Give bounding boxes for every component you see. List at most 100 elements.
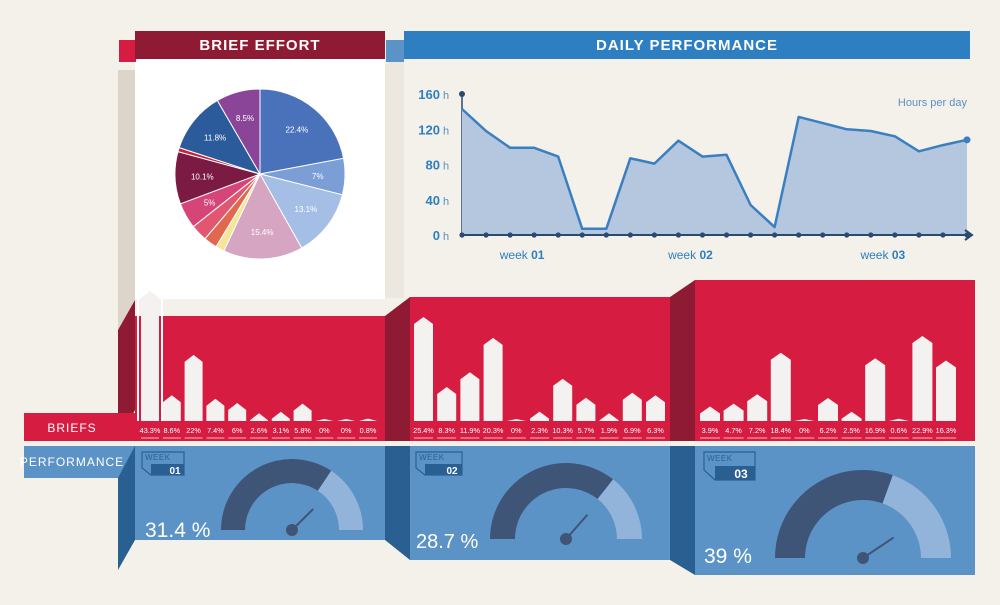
bar-value-label: 2.3% bbox=[531, 426, 548, 435]
gauge-arc-filled bbox=[221, 458, 332, 530]
bar-value-label: 0.8% bbox=[360, 426, 377, 435]
briefs-band-fold-left bbox=[118, 300, 135, 440]
hours-per-day-label: Hours per day bbox=[898, 97, 968, 109]
gauge-hub bbox=[286, 524, 298, 536]
brief-bar bbox=[162, 395, 181, 421]
x-axis-tick bbox=[579, 232, 585, 238]
brief-bar bbox=[359, 418, 377, 421]
week-02-tag: WEEK 02 bbox=[415, 451, 463, 477]
performance-band-fold-01 bbox=[385, 446, 410, 560]
brief-effort-ribbon-tab bbox=[119, 40, 136, 62]
bar-value-label: 0% bbox=[319, 426, 330, 435]
bar-value-label: 16.9% bbox=[865, 426, 886, 435]
brief-bar bbox=[184, 354, 203, 421]
pie-slice-label: 7% bbox=[312, 172, 324, 181]
x-axis-tick bbox=[507, 232, 513, 238]
y-axis-cap bbox=[459, 91, 465, 97]
bar-value-label: 43.3% bbox=[140, 426, 161, 435]
brief-bar bbox=[530, 411, 549, 421]
week-01-tag-label: WEEK bbox=[145, 453, 171, 462]
brief-bar bbox=[293, 403, 312, 421]
week-02-tag-label: WEEK bbox=[419, 453, 445, 462]
pie-slice-label: 15.4% bbox=[251, 228, 274, 237]
bar-value-label: 0% bbox=[511, 426, 522, 435]
week-axis-label: week 03 bbox=[859, 248, 905, 262]
x-axis-tick bbox=[747, 232, 754, 238]
briefs-row-tab bbox=[24, 413, 135, 441]
bar-value-label: 5.7% bbox=[578, 426, 595, 435]
briefs-band-fold-01 bbox=[385, 297, 410, 441]
week-02-tag-number: 02 bbox=[446, 466, 458, 477]
bar-value-label: 6.3% bbox=[647, 426, 664, 435]
pie-slice-label: 11.8% bbox=[204, 134, 226, 143]
brief-bar bbox=[437, 387, 457, 421]
x-axis-tick bbox=[555, 232, 561, 238]
gauge-arc-filled bbox=[490, 463, 614, 539]
y-tick-label: 160 bbox=[418, 87, 440, 102]
bar-value-label: 6.9% bbox=[624, 426, 641, 435]
brief-bar bbox=[723, 403, 744, 421]
x-axis-tick bbox=[796, 232, 802, 238]
bar-value-label: 7.4% bbox=[207, 426, 224, 435]
series-end-point bbox=[963, 136, 971, 144]
brief-bar bbox=[271, 411, 290, 421]
brief-bar bbox=[936, 360, 956, 421]
x-axis-tick bbox=[483, 232, 489, 238]
performance-row-label: PERFORMANCE bbox=[20, 455, 124, 469]
daily-performance-header bbox=[404, 31, 970, 59]
x-axis-tick bbox=[844, 232, 850, 238]
bar-value-label: 3.1% bbox=[272, 426, 289, 435]
brief-effort-pie-chart: 22.4% 7% 13.1% 15.4% 5% 10.1% 11.8% 8.5% bbox=[174, 88, 346, 260]
bar-value-label: 3.9% bbox=[702, 426, 719, 435]
brief-bar bbox=[206, 398, 225, 421]
y-tick-unit: h bbox=[443, 161, 449, 173]
brief-bar bbox=[599, 413, 619, 421]
x-axis-tick bbox=[820, 232, 826, 238]
week-03-tag-label: WEEK bbox=[707, 454, 733, 463]
brief-bar bbox=[228, 403, 247, 421]
brief-bar bbox=[250, 413, 268, 421]
daily-performance-ribbon-tab bbox=[386, 40, 404, 62]
performance-band-fold-02 bbox=[670, 446, 695, 575]
brief-bar bbox=[747, 394, 768, 421]
pie-slice-label: 22.4% bbox=[286, 126, 309, 135]
brief-bar bbox=[770, 352, 791, 421]
brief-effort-title: BRIEF EFFORT bbox=[199, 37, 320, 54]
x-axis-tick bbox=[940, 232, 946, 238]
brief-bar bbox=[646, 395, 665, 421]
week-03-tag-number: 03 bbox=[734, 467, 748, 481]
pie-slice-label: 5% bbox=[204, 198, 216, 207]
bar-value-label: 8.6% bbox=[163, 426, 180, 435]
bar-value-label: 0% bbox=[341, 426, 352, 435]
daily-performance-title: DAILY PERFORMANCE bbox=[596, 37, 778, 54]
performance-row-tab bbox=[24, 446, 135, 478]
performance-band-fold-left bbox=[118, 446, 135, 570]
bar-value-label: 2.6% bbox=[251, 426, 268, 435]
bar-value-label: 0.6% bbox=[890, 426, 907, 435]
peak-bar-outline bbox=[137, 283, 163, 421]
brief-bar bbox=[315, 419, 334, 421]
y-tick-label: 120 bbox=[418, 122, 440, 137]
x-axis-tick bbox=[603, 232, 609, 238]
y-tick-unit: h bbox=[443, 125, 449, 137]
week-axis-label: week 02 bbox=[667, 248, 713, 262]
x-axis-tick bbox=[459, 232, 465, 238]
x-axis-tick bbox=[699, 232, 706, 238]
gauge-arc-remaining bbox=[317, 470, 364, 530]
pie-slice-label: 10.1% bbox=[191, 173, 214, 182]
brief-bar bbox=[700, 406, 720, 421]
gauge-arc-remaining bbox=[597, 479, 642, 539]
gauge-arc-filled bbox=[775, 470, 893, 558]
pie-slice bbox=[216, 88, 261, 176]
x-axis-tick bbox=[651, 232, 657, 238]
x-axis-tick bbox=[772, 232, 778, 238]
gauge-arc-remaining bbox=[882, 475, 951, 558]
briefs-bar-charts: 43.3% 8.6% 22% 7.4% 6% 2.6% 3.1% 5.8% 0% 0% 0.8% 25… bbox=[137, 283, 957, 439]
bar-value-label: 7.2% bbox=[749, 426, 766, 435]
x-axis-tick bbox=[916, 232, 922, 238]
bar-value-label: 22.9% bbox=[912, 426, 933, 435]
brief-bar bbox=[794, 419, 815, 421]
brief-bar bbox=[553, 378, 573, 421]
x-axis-arrow bbox=[964, 229, 974, 241]
